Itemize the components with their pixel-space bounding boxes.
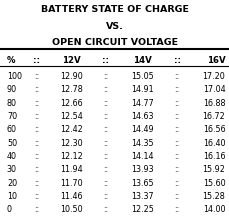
Text: ::: :: [34,99,39,108]
Text: ::: :: [103,72,108,81]
Text: %: % [7,56,15,65]
Text: 100: 100 [7,72,22,81]
Text: 90: 90 [7,85,17,94]
Text: 15.28: 15.28 [202,192,224,201]
Text: 20: 20 [7,179,17,188]
Text: 17.20: 17.20 [202,72,224,81]
Text: 13.93: 13.93 [131,165,153,174]
Text: 14V: 14V [133,56,151,65]
Text: ::: :: [174,99,179,108]
Text: 12.12: 12.12 [60,152,82,161]
Text: 14.14: 14.14 [131,152,153,161]
Text: 12.66: 12.66 [60,99,82,108]
Text: 11.94: 11.94 [60,165,82,174]
Text: 10: 10 [7,192,17,201]
Text: ::: :: [174,205,179,214]
Text: 12.90: 12.90 [60,72,82,81]
Text: 12.42: 12.42 [60,125,82,134]
Text: 16.40: 16.40 [202,139,224,148]
Text: 12.25: 12.25 [131,205,153,214]
Text: 11.46: 11.46 [60,192,82,201]
Text: ::: :: [174,85,179,94]
Text: 16V: 16V [206,56,224,65]
Text: 15.92: 15.92 [202,165,224,174]
Text: BATTERY STATE OF CHARGE: BATTERY STATE OF CHARGE [41,5,188,14]
Text: ::: :: [34,139,39,148]
Text: 14.35: 14.35 [131,139,153,148]
Text: ::: :: [34,125,39,134]
Text: 15.60: 15.60 [202,179,224,188]
Text: 14.77: 14.77 [131,99,153,108]
Text: 16.72: 16.72 [202,112,224,121]
Text: ::: :: [103,205,108,214]
Text: ::: :: [34,85,39,94]
Text: 60: 60 [7,125,17,134]
Text: ::: :: [34,179,39,188]
Text: 14.91: 14.91 [131,85,153,94]
Text: 70: 70 [7,112,17,121]
Text: ::: :: [102,56,109,65]
Text: 14.00: 14.00 [202,205,224,214]
Text: 12.54: 12.54 [60,112,82,121]
Text: 10.50: 10.50 [60,205,82,214]
Text: 16.56: 16.56 [202,125,224,134]
Text: ::: :: [173,56,180,65]
Text: 14.49: 14.49 [131,125,153,134]
Text: ::: :: [174,179,179,188]
Text: ::: :: [103,139,108,148]
Text: ::: :: [34,112,39,121]
Text: ::: :: [174,152,179,161]
Text: 13.37: 13.37 [131,192,153,201]
Text: ::: :: [103,125,108,134]
Text: 30: 30 [7,165,17,174]
Text: 16.88: 16.88 [202,99,224,108]
Text: 50: 50 [7,139,17,148]
Text: 12.30: 12.30 [60,139,82,148]
Text: ::: :: [103,192,108,201]
Text: OPEN CIRCUIT VOLTAGE: OPEN CIRCUIT VOLTAGE [52,38,177,47]
Text: ::: :: [103,99,108,108]
Text: ::: :: [174,165,179,174]
Text: ::: :: [174,192,179,201]
Text: 13.65: 13.65 [131,179,153,188]
Text: 16.16: 16.16 [202,152,224,161]
Text: ::: :: [103,179,108,188]
Text: ::: :: [103,152,108,161]
Text: ::: :: [174,125,179,134]
Text: 17.04: 17.04 [202,85,224,94]
Text: 12V: 12V [62,56,80,65]
Text: ::: :: [34,165,39,174]
Text: 15.05: 15.05 [131,72,153,81]
Text: ::: :: [174,139,179,148]
Text: 11.70: 11.70 [60,179,82,188]
Text: ::: :: [103,165,108,174]
Text: ::: :: [33,56,40,65]
Text: ::: :: [103,85,108,94]
Text: ::: :: [34,72,39,81]
Text: 40: 40 [7,152,17,161]
Text: VS.: VS. [106,22,123,31]
Text: ::: :: [103,112,108,121]
Text: ::: :: [34,205,39,214]
Text: 80: 80 [7,99,17,108]
Text: ::: :: [174,72,179,81]
Text: 0: 0 [7,205,12,214]
Text: ::: :: [34,192,39,201]
Text: ::: :: [174,112,179,121]
Text: 12.78: 12.78 [60,85,82,94]
Text: ::: :: [34,152,39,161]
Text: 14.63: 14.63 [131,112,153,121]
